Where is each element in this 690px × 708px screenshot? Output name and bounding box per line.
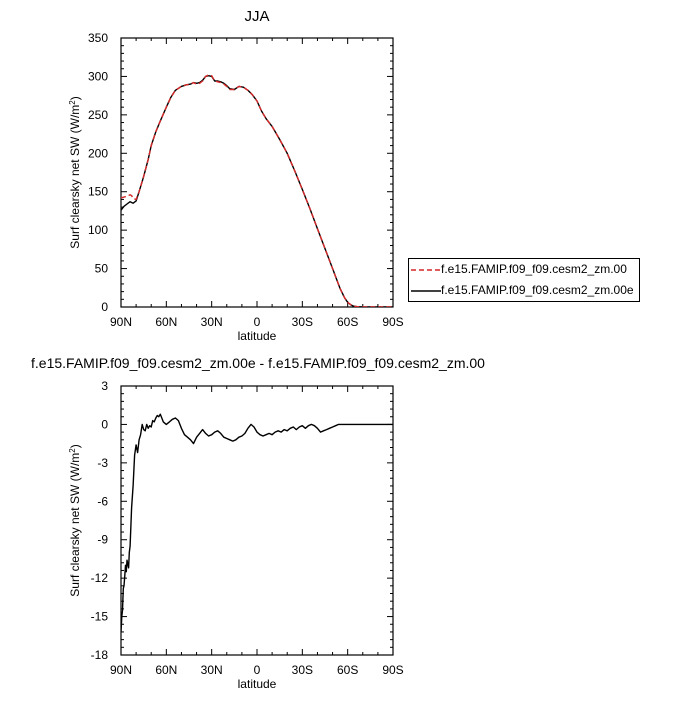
bottom-chart: f.e15.FAMIP.f09_f09.cesm2_zm.00e - f.e15… xyxy=(0,348,690,708)
legend-line-solid-black xyxy=(411,290,441,292)
y-tick-label: -9 xyxy=(97,533,108,547)
y-axis-label: Surf clearsky net SW (W/m2) xyxy=(68,96,83,248)
y-tick-label: 0 xyxy=(101,300,108,314)
y-tick-label: -3 xyxy=(97,456,108,470)
y-tick-label: 350 xyxy=(88,31,108,45)
x-tick-label: 60N xyxy=(155,315,177,329)
x-tick-label: 90N xyxy=(110,315,132,329)
x-tick-label: 90S xyxy=(382,315,403,329)
x-tick-label: 30S xyxy=(292,315,313,329)
x-tick-label: 60S xyxy=(337,315,358,329)
top-chart: JJA 90N 60N 30N 0 30S 60S 90S 0 50 100 150 200 250 300… xyxy=(68,8,404,343)
y-tick-label: -6 xyxy=(97,494,108,508)
legend-label-control: f.e15.FAMIP.f09_f09.cesm2_zm.00 xyxy=(441,262,627,276)
y-tick-label: -18 xyxy=(91,648,109,662)
x-tick-label: 90S xyxy=(382,663,403,677)
y-axis-label: Surf clearsky net SW (W/m2) xyxy=(68,444,83,596)
x-tick-label: 30N xyxy=(201,315,223,329)
x-tick-label: 0 xyxy=(254,663,261,677)
chart-title: JJA xyxy=(244,8,269,25)
x-tick-label: 60S xyxy=(337,663,358,677)
x-axis-label: latitude xyxy=(238,329,277,343)
x-tick-label: 30N xyxy=(201,663,223,677)
top-chart-svg: JJA 90N 60N 30N 0 30S 60S 90S 0 50 100 150 200 250 300… xyxy=(68,8,404,343)
y-tick-label: 3 xyxy=(101,379,108,393)
x-tick-label: 30S xyxy=(292,663,313,677)
x-tick-label: 60N xyxy=(155,663,177,677)
y-tick-label: 300 xyxy=(88,69,108,83)
plot-frame xyxy=(120,385,394,656)
legend-item-experiment: f.e15.FAMIP.f09_f09.cesm2_zm.00e xyxy=(409,281,639,301)
y-tick-label: 100 xyxy=(88,223,108,237)
chart-title: f.e15.FAMIP.f09_f09.cesm2_zm.00e - f.e15… xyxy=(31,355,485,371)
series-line-0 xyxy=(121,413,393,632)
x-tick-label: 0 xyxy=(254,315,261,329)
y-tick-label: 150 xyxy=(88,185,108,199)
legend-item-control: f.e15.FAMIP.f09_f09.cesm2_zm.00 xyxy=(409,260,639,280)
y-tick-label: 250 xyxy=(88,108,108,122)
plot-frame xyxy=(120,37,394,308)
legend-label-experiment: f.e15.FAMIP.f09_f09.cesm2_zm.00e xyxy=(441,283,634,297)
chart-legend: f.e15.FAMIP.f09_f09.cesm2_zm.00 f.e15.FA… xyxy=(408,258,640,302)
y-tick-label: -12 xyxy=(91,571,109,585)
x-tick-label: 90N xyxy=(110,663,132,677)
bottom-chart-svg: f.e15.FAMIP.f09_f09.cesm2_zm.00e - f.e15… xyxy=(31,355,485,691)
y-tick-label: 50 xyxy=(95,262,109,276)
y-tick-label: 0 xyxy=(101,417,108,431)
y-tick-label: -15 xyxy=(91,610,109,624)
series-line-1 xyxy=(121,74,393,307)
legend-line-dashed-red xyxy=(411,269,441,271)
y-tick-label: 200 xyxy=(88,146,108,160)
x-axis-label: latitude xyxy=(238,677,277,691)
series-line-0 xyxy=(121,74,393,307)
